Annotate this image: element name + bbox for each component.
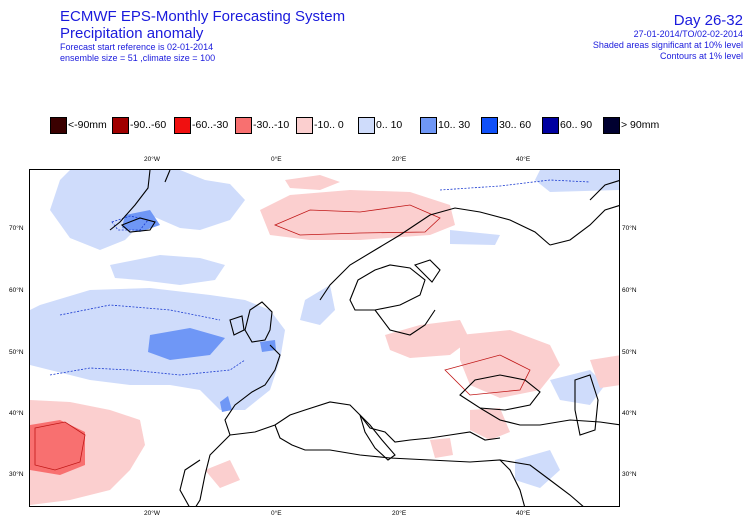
legend-label: > 90mm bbox=[621, 119, 660, 131]
lon-tick-top: 0°E bbox=[271, 156, 282, 163]
lat-tick-left: 70°N bbox=[9, 225, 24, 232]
lon-tick-bottom: 0°E bbox=[271, 510, 282, 517]
title-system: ECMWF EPS-Monthly Forecasting System bbox=[60, 8, 346, 25]
forecast-reference: Forecast start reference is 02-01-2014 bbox=[60, 42, 214, 52]
contour-note: Contours at 1% level bbox=[659, 51, 743, 61]
lon-tick-bottom: 20°W bbox=[144, 510, 160, 517]
legend-swatch bbox=[174, 116, 191, 134]
legend-label: 0.. 10 bbox=[376, 119, 403, 131]
title-parameter: Precipitation anomaly bbox=[60, 25, 204, 42]
header-left: ECMWF EPS-Monthly Forecasting System Pre… bbox=[60, 8, 345, 64]
legend-item: 30.. 60 bbox=[481, 116, 531, 134]
coastlines bbox=[109, 170, 619, 506]
legend-swatch bbox=[603, 116, 620, 134]
lat-tick-left: 50°N bbox=[9, 349, 24, 356]
legend-label: 30.. 60 bbox=[499, 119, 532, 131]
lat-tick-right: 50°N bbox=[622, 349, 637, 356]
legend-item: 0.. 10 bbox=[358, 116, 402, 134]
ensemble-info: ensemble size = 51 ,climate size = 100 bbox=[60, 53, 216, 63]
map-canvas bbox=[30, 170, 619, 506]
lat-tick-left: 30°N bbox=[9, 471, 24, 478]
lon-tick-top: 20°E bbox=[392, 156, 407, 163]
legend-swatch bbox=[112, 116, 129, 134]
positive-anomaly-medium bbox=[122, 210, 276, 412]
lon-tick-top: 20°W bbox=[144, 156, 160, 163]
legend-label: <-90mm bbox=[68, 119, 107, 131]
color-legend: <-90mm -90..-60 -60..-30 -30..-10 -10.. … bbox=[50, 116, 690, 134]
legend-item: 60.. 90 bbox=[542, 116, 592, 134]
lon-tick-bottom: 40°E bbox=[516, 510, 531, 517]
lat-tick-left: 40°N bbox=[9, 410, 24, 417]
legend-swatch bbox=[50, 116, 67, 134]
day-range: Day 26-32 bbox=[673, 12, 743, 29]
lat-tick-right: 70°N bbox=[622, 225, 637, 232]
legend-item: -30..-10 bbox=[235, 116, 289, 134]
legend-item: -60..-30 bbox=[174, 116, 228, 134]
legend-label: 60.. 90 bbox=[560, 119, 593, 131]
legend-label: -60..-30 bbox=[192, 119, 229, 131]
legend-item: -10.. 0 bbox=[296, 116, 344, 134]
legend-item: -90..-60 bbox=[112, 116, 166, 134]
header-right: Day 26-32 27-01-2014/TO/02-02-2014 Shade… bbox=[593, 12, 743, 62]
legend-label: -90..-60 bbox=[130, 119, 167, 131]
lat-tick-right: 40°N bbox=[622, 410, 637, 417]
lat-tick-right: 60°N bbox=[622, 287, 637, 294]
legend-swatch bbox=[542, 116, 559, 134]
lat-tick-right: 30°N bbox=[622, 471, 637, 478]
legend-swatch bbox=[358, 116, 375, 134]
legend-label: 10.. 30 bbox=[438, 119, 471, 131]
lon-tick-top: 40°E bbox=[516, 156, 531, 163]
legend-label: -10.. 0 bbox=[314, 119, 344, 131]
significance-note: Shaded areas significant at 10% level bbox=[592, 40, 743, 50]
legend-swatch bbox=[235, 116, 252, 134]
legend-item: <-90mm bbox=[50, 116, 107, 134]
negative-anomaly-medium bbox=[30, 420, 85, 475]
legend-swatch bbox=[420, 116, 437, 134]
date-range: 27-01-2014/TO/02-02-2014 bbox=[633, 29, 743, 39]
legend-item: 10.. 30 bbox=[420, 116, 470, 134]
lat-tick-left: 60°N bbox=[9, 287, 24, 294]
legend-item: > 90mm bbox=[603, 116, 659, 134]
precipitation-map bbox=[29, 169, 620, 507]
lon-tick-bottom: 20°E bbox=[392, 510, 407, 517]
legend-swatch bbox=[296, 116, 313, 134]
legend-swatch bbox=[481, 116, 498, 134]
legend-label: -30..-10 bbox=[253, 119, 290, 131]
